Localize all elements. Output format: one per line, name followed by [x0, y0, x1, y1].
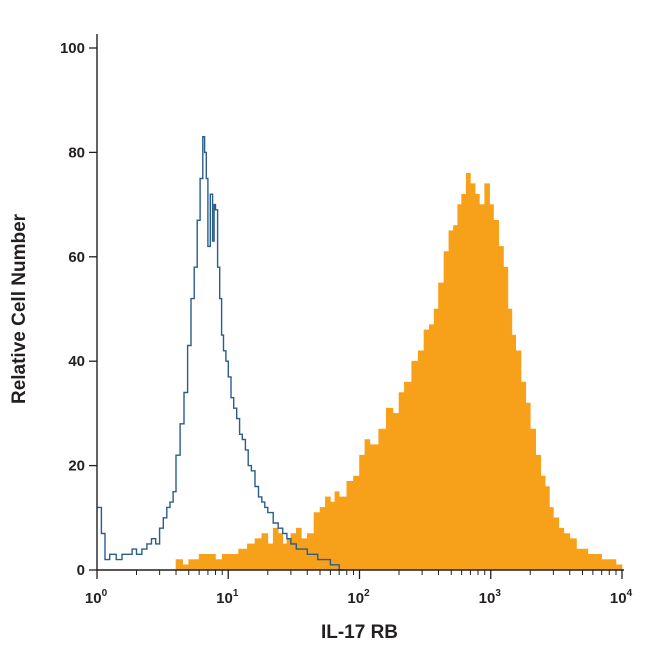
y-tick-label: 100	[60, 40, 85, 57]
x-tick-exponent: 1	[233, 588, 239, 599]
y-tick-label: 0	[77, 562, 85, 579]
x-tick-base: 10	[610, 590, 627, 607]
x-tick-label: 104	[610, 588, 633, 607]
x-tick-exponent: 3	[495, 588, 501, 599]
y-tick-label: 60	[68, 249, 85, 266]
x-tick-label: 100	[85, 588, 108, 607]
histogram-outline-series-0	[97, 136, 344, 571]
x-axis-title: IL-17 RB	[321, 622, 398, 643]
plot-area	[97, 136, 624, 571]
y-tick-label: 80	[68, 144, 85, 161]
histogram-filled-series-1	[175, 173, 624, 571]
x-axis-ticks: 100 101 102 103 104	[85, 570, 633, 607]
x-tick-exponent: 4	[627, 588, 633, 599]
x-tick-label: 102	[347, 588, 370, 607]
x-tick-base: 10	[347, 590, 364, 607]
y-tick-label: 40	[68, 353, 85, 370]
x-tick-exponent: 0	[102, 588, 108, 599]
y-axis-title: Relative Cell Number	[9, 213, 30, 404]
x-tick-label: 101	[216, 588, 239, 607]
x-tick-base: 10	[85, 590, 102, 607]
x-tick-base: 10	[216, 590, 233, 607]
x-tick-base: 10	[479, 590, 496, 607]
y-axis-ticks: 0 20 40 60 80 100	[60, 40, 97, 579]
x-tick-exponent: 2	[364, 588, 370, 599]
x-tick-label: 103	[479, 588, 502, 607]
y-tick-label: 20	[68, 458, 85, 475]
